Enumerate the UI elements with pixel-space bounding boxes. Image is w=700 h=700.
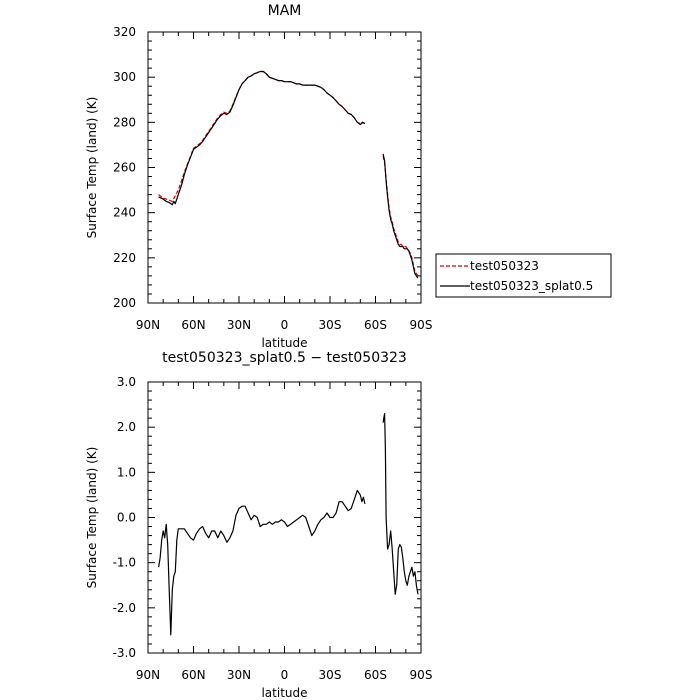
series-line-1-0-seg1 xyxy=(382,413,419,595)
x-tick-label: 90S xyxy=(410,668,433,682)
x-tick-label: 30N xyxy=(227,318,251,332)
temperature-panel: MAM Surface Temp (land) (K) latitude 200… xyxy=(85,3,432,350)
difference-x-axis-label: latitude xyxy=(261,686,307,700)
temperature-chart-title: MAM xyxy=(268,3,302,19)
x-tick-label: 60N xyxy=(181,318,205,332)
series-line-0-1-seg0 xyxy=(158,70,366,206)
x-tick-label: 30S xyxy=(319,668,342,682)
x-tick-label: 30S xyxy=(319,318,342,332)
y-tick-label: 280 xyxy=(113,115,136,129)
series-line-0-0-seg1 xyxy=(382,156,419,277)
y-tick-label: 1.0 xyxy=(117,465,136,479)
y-tick-label: 200 xyxy=(113,296,136,310)
x-tick-label: 30N xyxy=(227,668,251,682)
x-tick-label: 0 xyxy=(281,668,289,682)
legend: test050323 test050323_splat0.5 xyxy=(435,253,612,298)
series-line-1-0-seg0 xyxy=(158,489,366,636)
y-tick-label: 240 xyxy=(113,206,136,220)
x-tick-label: 60S xyxy=(364,668,387,682)
y-tick-label: 300 xyxy=(113,70,136,84)
y-tick-label: 2.0 xyxy=(117,420,136,434)
y-tick-label: 220 xyxy=(113,251,136,265)
legend-label-0: test050323 xyxy=(470,259,539,273)
y-tick-label: 260 xyxy=(113,161,136,175)
y-tick-label: 3.0 xyxy=(117,375,136,389)
temperature-x-axis-label: latitude xyxy=(261,336,307,350)
series-line-0-0-seg0 xyxy=(158,70,366,202)
x-tick-label: 60S xyxy=(364,318,387,332)
difference-y-axis-label: Surface Temp (land) (K) xyxy=(85,447,99,589)
plot-frame-1 xyxy=(147,381,422,654)
y-tick-label: -3.0 xyxy=(113,646,136,660)
temperature-y-axis-label: Surface Temp (land) (K) xyxy=(85,97,99,239)
y-tick-label: -1.0 xyxy=(113,556,136,570)
difference-panel: test050323_splat0.5 − test050323 Surface… xyxy=(85,350,432,700)
series-line-0-1-seg1 xyxy=(382,153,419,279)
plot-frame-0 xyxy=(147,31,422,304)
x-tick-label: 0 xyxy=(281,318,289,332)
difference-chart-title: test050323_splat0.5 − test050323 xyxy=(162,350,407,366)
x-tick-label: 60N xyxy=(181,668,205,682)
y-tick-label: 0.0 xyxy=(117,511,136,525)
y-tick-label: 320 xyxy=(113,25,136,39)
legend-box xyxy=(435,253,612,298)
legend-label-1: test050323_splat0.5 xyxy=(470,279,593,293)
x-tick-label: 90N xyxy=(136,318,160,332)
y-tick-label: -2.0 xyxy=(113,601,136,615)
x-tick-label: 90S xyxy=(410,318,433,332)
x-tick-label: 90N xyxy=(136,668,160,682)
